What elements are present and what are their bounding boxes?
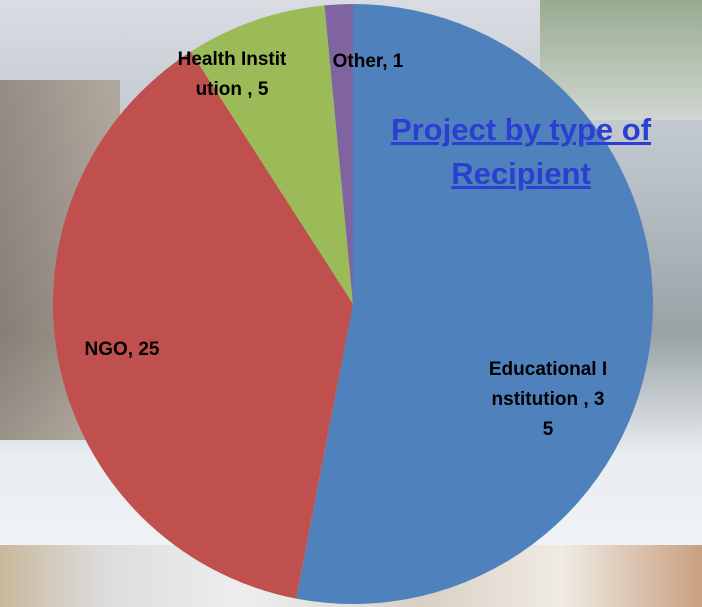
chart — [0, 0, 702, 607]
chart-title: Project by type of Recipient — [340, 108, 702, 196]
data-label: NGO, 25 — [62, 335, 182, 365]
data-label: Educational Institution , 35 — [488, 355, 608, 445]
page: Educational Institution , 35 NGO, 25 Healt… — [0, 0, 702, 607]
data-label: Other, 1 — [318, 47, 418, 77]
data-label: Health Institution , 5 — [177, 45, 287, 105]
